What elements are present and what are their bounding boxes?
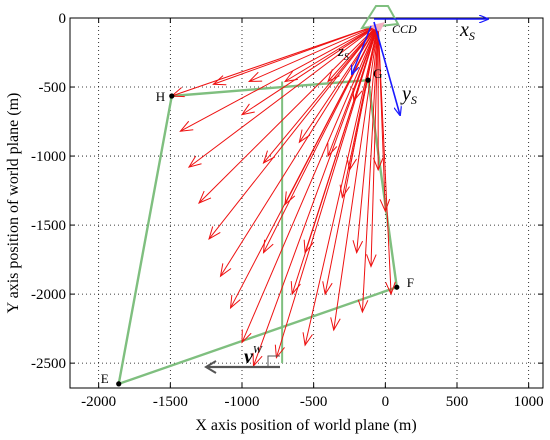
point-e [116, 381, 122, 387]
x-tick-label-4: 0 [382, 394, 390, 410]
labelled-points: H G F E [101, 66, 414, 387]
ray-25 [247, 24, 379, 83]
ray-21 [366, 24, 379, 268]
y-axis-title: Y axis position of world plane (m) [5, 93, 22, 314]
x-axis-title: X axis position of world plane (m) [195, 417, 416, 434]
x-tick-label-0: -2000 [81, 394, 116, 410]
plot-frame [69, 17, 544, 389]
x-tick-label-3: -500 [300, 394, 328, 410]
ray-33 [290, 24, 379, 296]
ray-5 [219, 24, 379, 278]
y-tick-label-1: -500 [39, 80, 67, 96]
ray-11 [330, 24, 379, 332]
x-tick-label-5: 500 [446, 394, 469, 410]
ray-4 [208, 24, 379, 240]
ys-axis-arrow [373, 21, 400, 115]
x-tick-label-2: -1000 [225, 394, 260, 410]
ray-22 [372, 24, 384, 172]
ray-12 [357, 24, 379, 314]
y-tick-label-3: -1500 [31, 218, 66, 234]
ray-9 [274, 24, 379, 359]
ray-31 [346, 24, 379, 172]
point-label-g: G [373, 66, 382, 81]
camera-glyph [360, 5, 400, 32]
x-tick-label-1: -1500 [153, 394, 188, 410]
ray-7 [241, 24, 379, 344]
point-g [365, 77, 371, 83]
ray-27 [327, 24, 379, 83]
xs-axis-label: xS [459, 19, 475, 43]
point-label-h: H [156, 89, 165, 104]
y-tick-label-4: -2000 [31, 287, 66, 303]
projection-rays [170, 24, 396, 368]
ray-24 [212, 24, 379, 86]
axis-ticks: -2000 -1500 -1000 -500 0 500 1000 0 -500 -1000 -15… [31, 11, 544, 410]
vw-label: vW [244, 344, 263, 368]
ray-2 [187, 24, 379, 168]
ray-30 [327, 24, 379, 158]
point-label-e: E [101, 371, 109, 386]
point-f [394, 284, 400, 290]
y-tick-label-0: 0 [59, 11, 67, 27]
y-tick-label-2: -1000 [31, 149, 66, 165]
ray-15 [262, 24, 379, 165]
point-h [169, 93, 175, 99]
camera-label: CCD [392, 22, 417, 36]
ray-26 [283, 24, 379, 83]
ray-29 [298, 24, 379, 144]
ray-20 [352, 24, 379, 255]
zs-axis-arrow [352, 25, 372, 74]
ray-14 [240, 24, 379, 116]
ray-1 [179, 24, 379, 132]
ray-32 [262, 24, 379, 254]
zs-axis-label: zS [337, 44, 349, 63]
vw-arrow [204, 355, 280, 374]
ray-10 [302, 24, 379, 347]
ray-3 [198, 24, 379, 204]
y-tick-label-5: -2500 [31, 356, 66, 372]
grid [70, 17, 543, 388]
ys-axis-label: yS [400, 83, 417, 107]
ray-23 [377, 24, 391, 213]
x-tick-label-6: 1000 [514, 394, 544, 410]
point-label-f: F [407, 275, 414, 290]
